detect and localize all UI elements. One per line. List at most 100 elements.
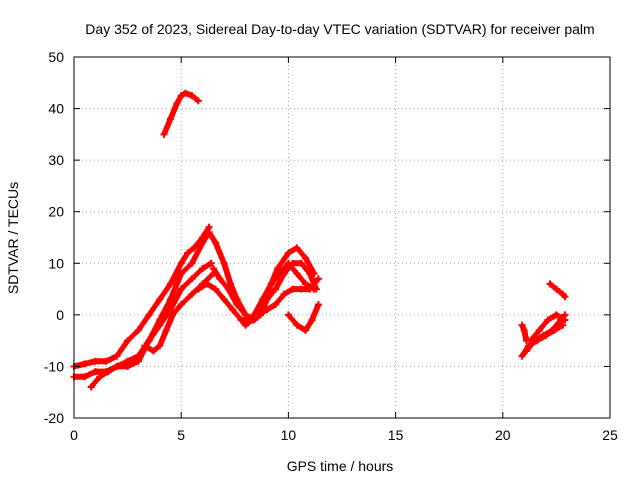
data-point xyxy=(134,326,142,334)
data-point xyxy=(113,352,121,360)
data-point xyxy=(267,280,275,288)
plot-frame xyxy=(73,56,611,419)
data-point xyxy=(229,306,237,314)
data-point xyxy=(104,368,112,376)
data-point xyxy=(166,115,174,123)
data-point xyxy=(518,321,526,329)
x-axis-label: GPS time / hours xyxy=(287,458,394,474)
data-point xyxy=(274,264,282,272)
data-point xyxy=(259,295,267,303)
data-point xyxy=(522,347,530,355)
data-point xyxy=(302,254,310,262)
data-point xyxy=(216,275,224,283)
data-point xyxy=(535,326,543,334)
data-point xyxy=(314,275,322,283)
x-tick-label: 10 xyxy=(281,427,297,443)
data-point xyxy=(293,321,301,329)
data-point xyxy=(145,311,153,319)
y-tick-label: 20 xyxy=(48,204,64,220)
data-point xyxy=(124,337,132,345)
data-point xyxy=(220,259,228,267)
data-point xyxy=(177,285,185,293)
data-point xyxy=(306,285,314,293)
data-point xyxy=(561,316,569,324)
data-point xyxy=(272,301,280,309)
series-track-6 xyxy=(194,280,256,329)
data-point xyxy=(166,306,174,314)
data-point xyxy=(233,301,241,309)
series-track-15 xyxy=(527,311,569,345)
data-point xyxy=(173,99,181,107)
data-point xyxy=(520,326,528,334)
series-trail xyxy=(285,302,321,334)
data-point xyxy=(141,342,149,350)
data-point xyxy=(293,270,301,278)
tick-labels: 0 5 10 15 20 25 -20 -10 0 10 20 30 40 50 xyxy=(44,49,618,443)
data-point xyxy=(212,285,220,293)
chart-title: Day 352 of 2023, Sidereal Day-to-day VTE… xyxy=(85,21,594,37)
data-point xyxy=(156,321,164,329)
data-point xyxy=(181,89,189,97)
y-tick-label: 50 xyxy=(48,49,64,65)
axis-ticks xyxy=(73,56,611,419)
data-point xyxy=(145,337,153,345)
grid-lines xyxy=(74,57,610,418)
data-point xyxy=(156,342,164,350)
data-point xyxy=(199,264,207,272)
data-point xyxy=(188,259,196,267)
data-point xyxy=(177,259,185,267)
x-tick-label: 5 xyxy=(177,427,185,443)
data-point xyxy=(276,270,284,278)
y-tick-label: -20 xyxy=(44,410,64,426)
data-point xyxy=(169,311,177,319)
data-point xyxy=(540,331,548,339)
data-point xyxy=(81,360,89,368)
series-track-1 xyxy=(160,89,202,138)
data-point xyxy=(207,259,215,267)
data-point xyxy=(308,316,316,324)
data-point xyxy=(156,295,164,303)
data-point xyxy=(194,97,202,105)
data-point xyxy=(124,357,132,365)
data-point xyxy=(166,295,174,303)
data-point xyxy=(91,357,99,365)
data-point xyxy=(284,249,292,257)
data-point xyxy=(149,347,157,355)
data-series xyxy=(70,89,569,391)
data-point xyxy=(194,285,202,293)
data-point xyxy=(254,311,262,319)
data-point xyxy=(220,295,228,303)
data-point xyxy=(188,92,196,100)
y-axis-label: SDTVAR / TECUs xyxy=(5,182,21,294)
y-tick-label: 0 xyxy=(56,307,64,323)
data-point xyxy=(548,326,556,334)
data-point xyxy=(544,316,552,324)
data-point xyxy=(166,280,174,288)
data-point xyxy=(209,264,217,272)
y-tick-label: -10 xyxy=(44,358,64,374)
data-point xyxy=(188,290,196,298)
data-point xyxy=(280,290,288,298)
data-point xyxy=(188,275,196,283)
data-point xyxy=(289,285,297,293)
data-point xyxy=(96,373,104,381)
series-track-11 xyxy=(284,301,322,334)
data-point xyxy=(227,280,235,288)
data-point xyxy=(212,239,220,247)
data-point xyxy=(177,301,185,309)
data-point xyxy=(190,244,198,252)
data-point xyxy=(162,326,170,334)
data-point xyxy=(177,92,185,100)
data-point xyxy=(546,280,554,288)
data-point xyxy=(559,321,567,329)
series-track-4 xyxy=(87,259,215,391)
data-point xyxy=(199,239,207,247)
data-point xyxy=(263,306,271,314)
data-point xyxy=(518,352,526,360)
data-point xyxy=(561,293,569,301)
series-track-10 xyxy=(237,275,322,324)
x-tick-label: 0 xyxy=(70,427,78,443)
data-point xyxy=(160,130,168,138)
x-tick-label: 15 xyxy=(388,427,404,443)
